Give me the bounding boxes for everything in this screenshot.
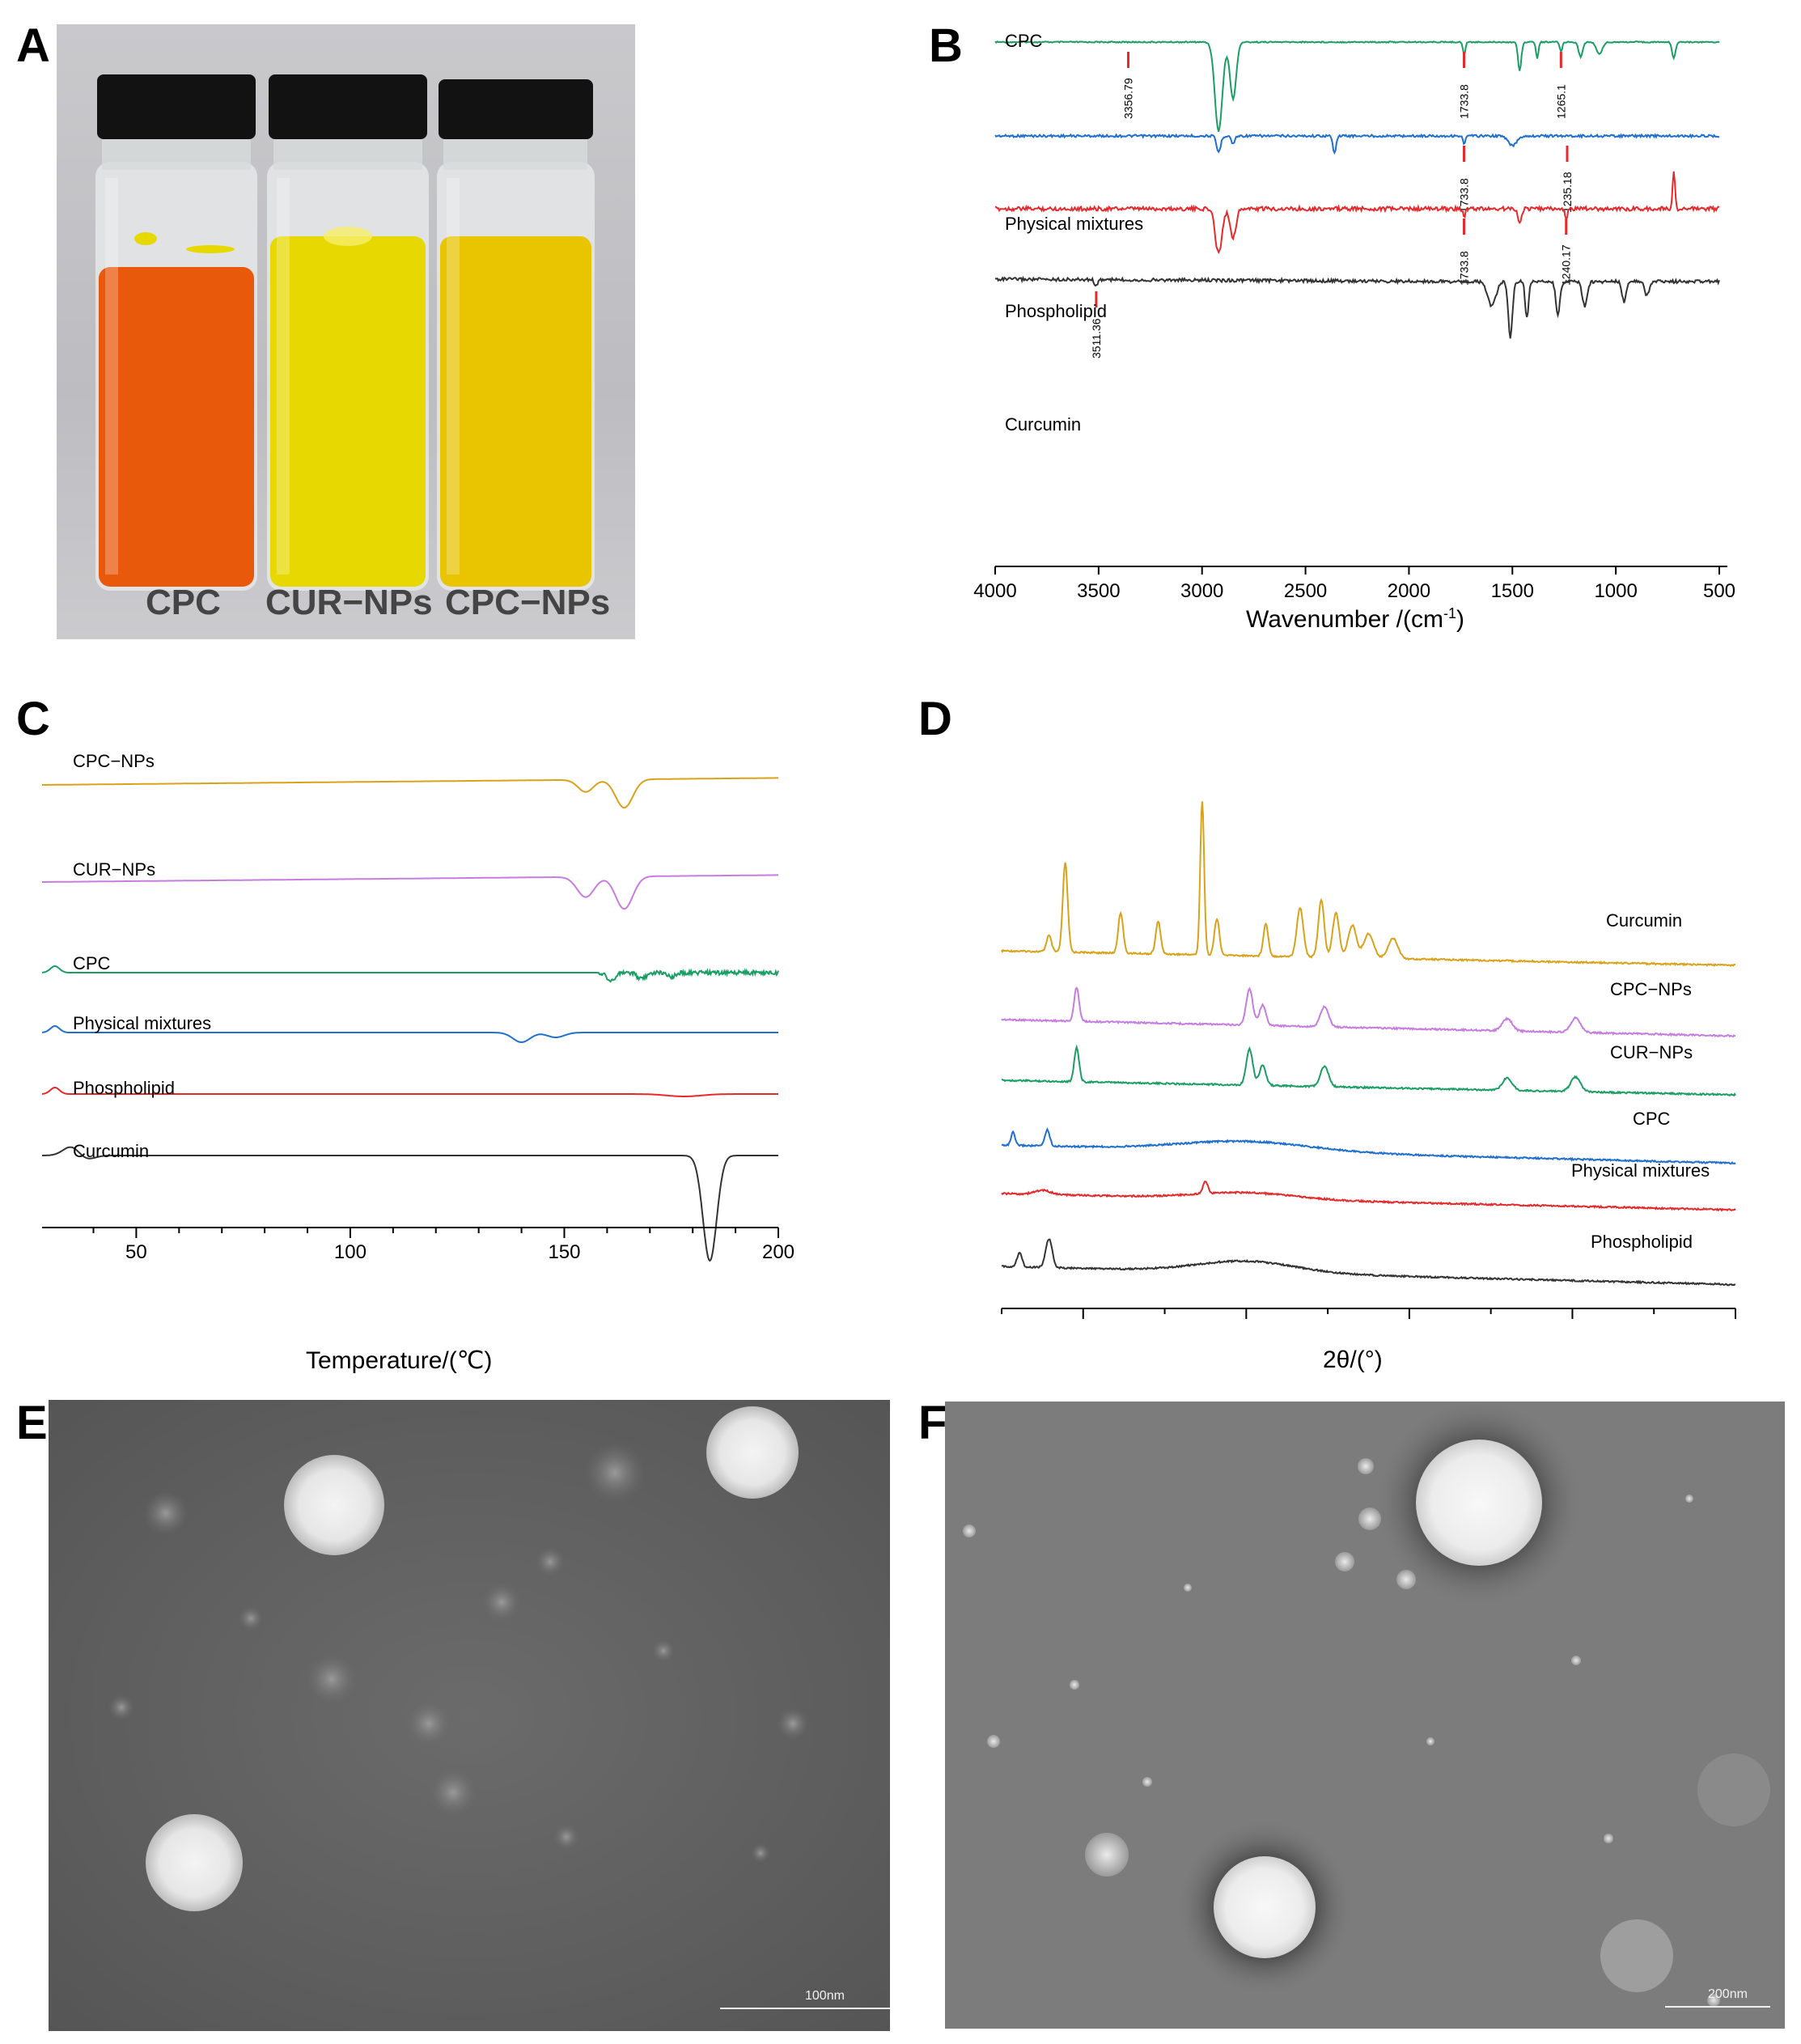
ftir-trace [994,171,1720,255]
ftir-peak-label: 1240.17 [1560,244,1573,286]
dsc-trace [41,1086,778,1097]
ftir-trace-label-phospholipid: Phospholipid [1005,301,1107,321]
vial-label-cpc: CPC [146,583,221,622]
ftir-trace-label-cpc: CPC [1005,31,1043,51]
tem-image-e: 100nm [49,1400,890,2031]
panel-f-letter: F [918,1397,947,1449]
vial-label-cpc-nps: CPC−NPs [445,583,611,622]
xrd-chart: 10 20 30 40 50 [1001,801,1740,1327]
xrd-x-label: 2θ/(°) [1323,1346,1383,1373]
ftir-trace [994,275,1720,339]
dsc-trace-label-cur-nps: CUR−NPs [73,859,156,880]
dsc-trace [41,965,779,983]
panel-e-letter: E [16,1397,48,1449]
tem-e-scale-label: 100nm [805,1989,845,2003]
dsc-trace [42,777,778,809]
xrd-trace-label-cpc: CPC [1633,1109,1671,1129]
ftir-tick-label: 2500 [1284,580,1327,602]
vial-label-cur-nps: CUR−NPs [265,583,433,622]
dsc-x-label: Temperature/(℃) [306,1347,493,1374]
dsc-tick-label: 150 [548,1241,580,1263]
vials-illustration [95,74,595,591]
dsc-trace-label-cpc-nps: CPC−NPs [73,751,155,771]
ftir-peak-label: 1733.8 [1457,178,1470,213]
dsc-tick-label: 50 [125,1241,147,1263]
ftir-trace [994,40,1720,132]
dsc-trace [41,1024,778,1044]
dsc-trace-label-cpc: CPC [73,953,111,973]
ftir-x-label-sup: -1 [1443,605,1456,621]
ftir-peak-label: 1733.8 [1457,84,1470,119]
panel-a-letter: A [16,19,50,72]
xrd-tick-label: 40 [1562,1324,1583,1327]
ftir-x-label-end: ) [1456,606,1464,633]
ftir-tick-label: 3500 [1077,580,1120,602]
tem-f-scale-label: 200nm [1708,1987,1748,2001]
panel-d-letter: D [918,693,952,745]
xrd-trace-label-cur-nps: CUR−NPs [1610,1042,1693,1062]
xrd-tick-label: 20 [1235,1324,1257,1327]
ftir-tick-label: 1000 [1594,580,1637,602]
ftir-tick-label: 1500 [1491,580,1534,602]
tem-image-f: 200nm [945,1402,1785,2029]
xrd-trace-label-cpc-nps: CPC−NPs [1610,979,1692,999]
ftir-tick-label: 4000 [973,580,1016,602]
dsc-tick-label: 100 [334,1241,367,1263]
ftir-x-label-text: Wavenumber /(cm [1246,606,1443,633]
ftir-tick-label: 2000 [1388,580,1430,602]
ftir-tick-label: 3000 [1180,580,1223,602]
dsc-trace [42,874,778,910]
dsc-tick-label: 200 [762,1241,795,1263]
vial-cpc [95,74,257,591]
xrd-trace [1001,1044,1736,1097]
panel-c-letter: C [16,693,50,745]
xrd-tick-label: 10 [1072,1324,1094,1327]
dsc-trace-label-physical: Physical mixtures [73,1013,212,1033]
xrd-trace [1001,1127,1736,1165]
panel-b-letter: B [929,19,963,72]
dsc-chart: 50 100 150 200 [41,777,795,1263]
xrd-tick-label: 30 [1399,1324,1421,1327]
ftir-trace [994,133,1720,155]
xrd-trace [1001,1238,1736,1287]
ftir-x-label: Wavenumber /(cm-1) [1246,605,1464,634]
ftir-peak-label: 1733.8 [1457,251,1470,286]
xrd-trace [1001,801,1736,968]
tem-e-particles [108,1406,890,2009]
xrd-trace-label-physical: Physical mixtures [1571,1160,1710,1181]
dsc-trace [42,1146,778,1262]
xrd-trace-label-curcumin: Curcumin [1606,910,1683,931]
ftir-peak-label: 1265.1 [1554,84,1567,119]
dsc-trace-label-phospholipid: Phospholipid [73,1078,175,1098]
ftir-chart: 3356.79 1733.8 1265.1 1733.8 1235.18 1733.8 12… [973,40,1735,602]
ftir-tick-label: 500 [1703,580,1735,602]
vial-cur-nps [267,74,429,591]
ftir-peak-label: 3356.79 [1121,78,1134,119]
ftir-trace-label-curcumin: Curcumin [1005,414,1082,435]
ftir-trace-label-physical: Physical mixtures [1005,214,1144,234]
tem-f-particles [963,1402,1770,2008]
vial-cpc-nps [437,79,595,591]
vials-photo: CPC CUR−NPs CPC−NPs [57,24,635,639]
xrd-trace-label-phospholipid: Phospholipid [1591,1232,1693,1252]
xrd-trace [1001,986,1736,1038]
dsc-trace-label-curcumin: Curcumin [73,1141,150,1161]
xrd-trace [1001,1181,1736,1212]
ftir-peak-label: 3511.36 [1090,318,1103,358]
xrd-tick-label: 50 [1725,1324,1740,1327]
ftir-peak-label: 1235.18 [1561,172,1574,213]
